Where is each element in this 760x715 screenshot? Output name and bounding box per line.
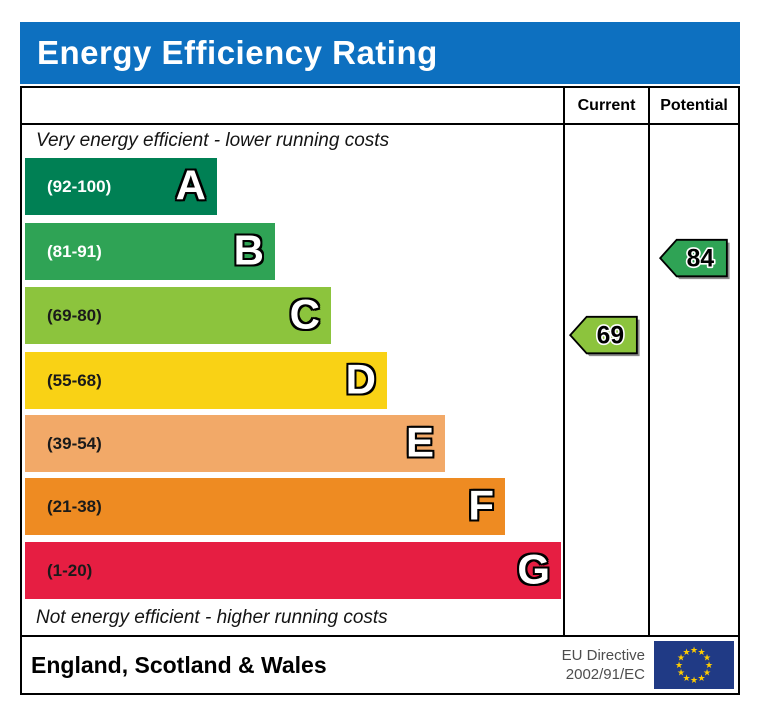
band-f-letter: F	[468, 481, 494, 529]
region-label: England, Scotland & Wales	[31, 651, 327, 678]
band-c-letter: C	[289, 290, 320, 338]
band-a-range: (92-100)	[47, 176, 112, 196]
potential-rating-value: 84	[687, 245, 715, 272]
svg-text:★: ★	[705, 660, 713, 670]
svg-text:★: ★	[677, 668, 685, 678]
table-body-row: Very energy efficient - lower running co…	[22, 125, 738, 635]
eu-directive-label: EU Directive 2002/91/EC	[562, 646, 645, 685]
band-f: (21-38) F	[25, 478, 505, 535]
band-b-letter: B	[233, 226, 264, 274]
band-a-letter: A	[175, 161, 206, 209]
svg-text:★: ★	[682, 647, 690, 657]
rating-scale: Very energy efficient - lower running co…	[22, 125, 563, 635]
svg-text:★: ★	[703, 653, 711, 663]
current-rating-cell: 69	[563, 125, 648, 635]
eu-directive-line2: 2002/91/EC	[565, 666, 645, 683]
table-footer: England, Scotland & Wales EU Directive 2…	[22, 635, 738, 693]
band-b-range: (81-91)	[47, 241, 102, 261]
top-scale-label: Very energy efficient - lower running co…	[36, 130, 390, 151]
band-f-range: (21-38)	[47, 496, 102, 516]
current-column-header: Current	[563, 88, 648, 123]
band-e: (39-54) E	[25, 415, 445, 472]
band-e-letter: E	[405, 418, 434, 466]
svg-text:★: ★	[682, 673, 690, 683]
eu-flag-icon: ★ ★ ★ ★ ★ ★ ★ ★ ★ ★ ★ ★	[654, 641, 734, 689]
eu-directive-line1: EU Directive	[561, 646, 645, 664]
band-g-letter: G	[517, 545, 550, 593]
band-g: (1-20) G	[25, 542, 561, 599]
band-c: (69-80) C	[25, 287, 331, 344]
band-d: (55-68) D	[25, 352, 387, 409]
title-bar: Energy Efficiency Rating	[20, 22, 740, 84]
svg-text:★: ★	[677, 653, 685, 663]
band-c-range: (69-80)	[47, 305, 102, 325]
page-title: Energy Efficiency Rating	[37, 34, 438, 71]
svg-text:★: ★	[675, 660, 683, 670]
svg-text:★: ★	[697, 647, 705, 657]
header-spacer	[22, 88, 563, 123]
potential-column-header: Potential	[648, 88, 738, 123]
svg-text:★: ★	[690, 675, 698, 685]
table-header-row: Current Potential	[22, 88, 738, 125]
band-b: (81-91) B	[25, 223, 275, 280]
current-rating-arrow-icon: 69	[568, 315, 640, 357]
svg-text:★: ★	[703, 668, 711, 678]
band-d-range: (55-68)	[47, 370, 102, 390]
current-rating-value: 69	[597, 322, 624, 349]
svg-text:★: ★	[697, 673, 705, 683]
rating-table: Current Potential Very energy efficient …	[20, 86, 740, 695]
potential-rating-cell: 84	[648, 125, 738, 635]
potential-rating-arrow-icon: 84	[658, 238, 730, 280]
band-a: (92-100) A	[25, 158, 217, 215]
band-g-range: (1-20)	[47, 560, 93, 580]
band-d-letter: D	[345, 355, 376, 403]
bottom-scale-label: Not energy efficient - higher running co…	[36, 607, 388, 628]
svg-text:★: ★	[690, 645, 698, 655]
band-e-range: (39-54)	[47, 433, 102, 453]
